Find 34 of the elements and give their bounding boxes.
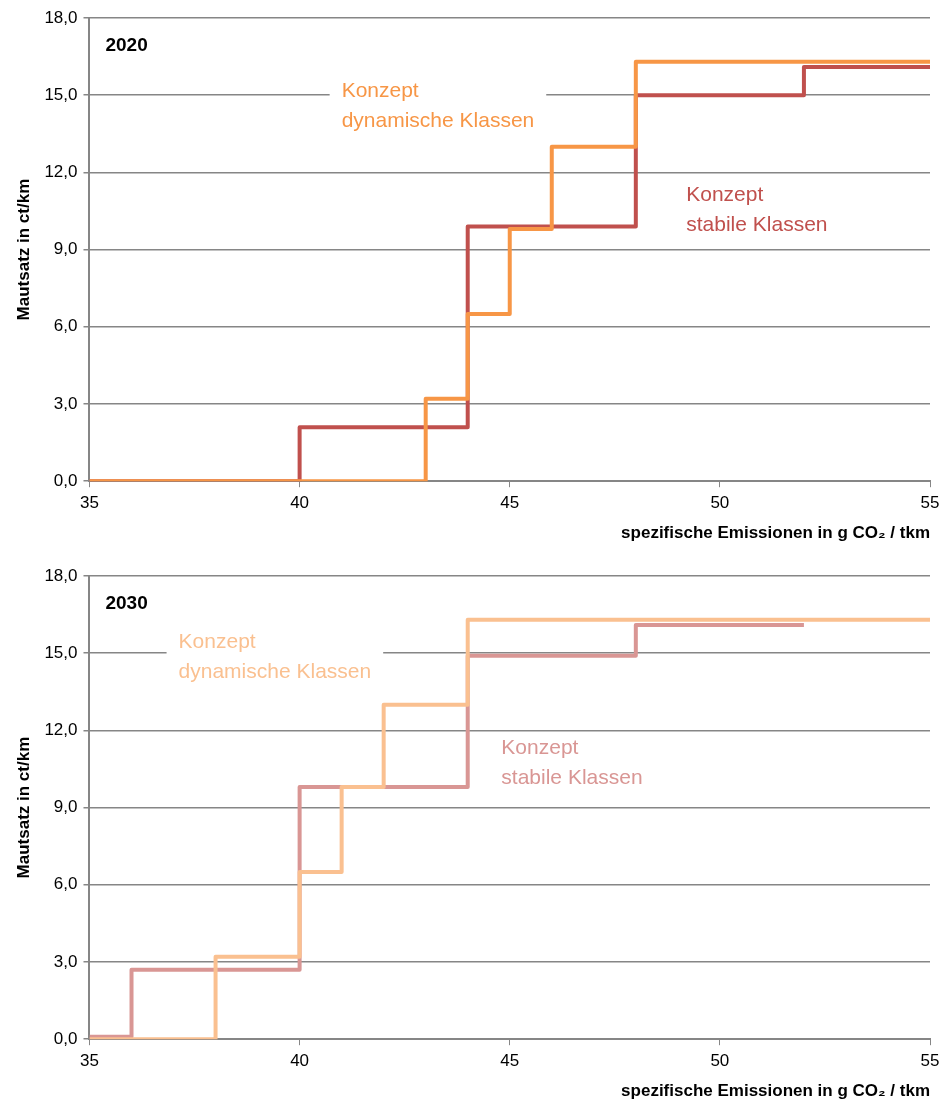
text: 2020: [105, 33, 148, 55]
x-tick-label: 35: [80, 1051, 99, 1071]
y-tick-label: 3,0: [53, 393, 78, 413]
y-tick-label: 18,0: [44, 7, 78, 27]
y-tick-label: 0,0: [53, 1028, 78, 1048]
y-tick-label: 18,0: [44, 565, 78, 585]
y-tick-label: 12,0: [44, 720, 78, 740]
x-tick-label: 50: [710, 1051, 730, 1071]
y-tick-label: 12,0: [44, 162, 78, 182]
x-axis-title: spezifische Emissionen in g CO₂ / tkm: [621, 523, 930, 543]
y-axis-title: Mautsatz in ct/km: [13, 178, 33, 321]
y-tick-label: 6,0: [53, 316, 78, 336]
y-tick-label: 9,0: [53, 239, 78, 259]
x-tick-label: 40: [290, 1051, 310, 1071]
series-label: Konzept dynamische Klassen: [341, 77, 535, 131]
x-tick-label: 35: [80, 493, 99, 513]
y-tick-label: 0,0: [53, 470, 78, 490]
y-tick-label: 3,0: [53, 951, 78, 971]
y-tick-label: 6,0: [53, 874, 78, 894]
x-tick-label: 50: [710, 493, 730, 513]
x-tick-label: 55: [920, 1051, 940, 1071]
x-tick-label: 45: [500, 493, 520, 513]
y-tick-label: 9,0: [53, 797, 78, 817]
text: Konzept stabile Klassen: [686, 182, 828, 236]
series-label: Konzept dynamische Klassen: [178, 628, 372, 682]
series-label: Konzept stabile Klassen: [501, 735, 643, 789]
y-axis-title: Mautsatz in ct/km: [13, 736, 33, 879]
x-tick-label: 55: [920, 493, 940, 513]
text: 2030: [105, 591, 148, 613]
x-tick-label: 45: [500, 1051, 520, 1071]
x-tick-label: 40: [290, 493, 310, 513]
x-axis-title: spezifische Emissionen in g CO₂ / tkm: [621, 1081, 930, 1101]
y-tick-label: 15,0: [44, 84, 78, 104]
y-tick-label: 15,0: [44, 642, 78, 662]
